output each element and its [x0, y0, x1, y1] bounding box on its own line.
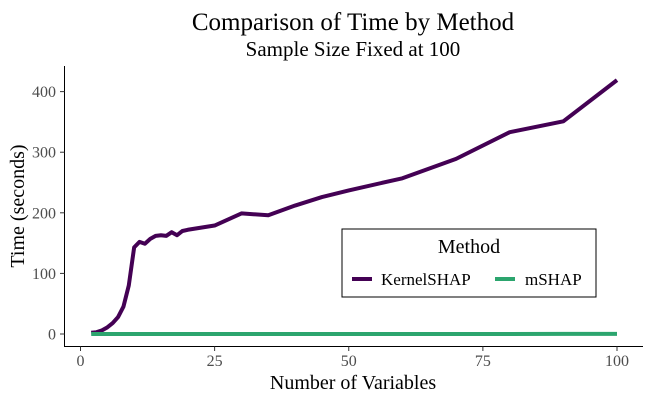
- y-tick-label: 300: [32, 145, 56, 162]
- legend: Method KernelSHAP mSHAP: [341, 228, 597, 298]
- x-tick-label: 50: [341, 353, 357, 370]
- y-tick-label: 200: [32, 205, 56, 222]
- series-layer: [91, 78, 619, 336]
- y-axis-ticks: 0 100 200 300 400: [32, 84, 65, 344]
- y-axis-label: Time (seconds): [7, 144, 29, 267]
- x-axis-label: Number of Variables: [270, 372, 436, 394]
- legend-label-mshap: mSHAP: [525, 270, 582, 289]
- legend-label-kernelshap: KernelSHAP: [381, 270, 471, 289]
- y-tick-label: 0: [48, 327, 56, 344]
- x-axis-ticks: 0 25 50 75 100: [77, 346, 629, 370]
- series-line-kernelshap: [91, 78, 619, 335]
- x-tick-label: 25: [207, 353, 223, 370]
- legend-title: Method: [438, 236, 500, 258]
- chart-title: Comparison of Time by Method: [192, 9, 515, 36]
- x-tick-label: 75: [475, 353, 491, 370]
- x-tick-label: 100: [605, 353, 629, 370]
- x-tick-label: 0: [77, 353, 85, 370]
- y-tick-label: 100: [32, 266, 56, 283]
- legend-box: [341, 228, 597, 298]
- chart-subtitle: Sample Size Fixed at 100: [246, 37, 461, 61]
- y-tick-label: 400: [32, 84, 56, 101]
